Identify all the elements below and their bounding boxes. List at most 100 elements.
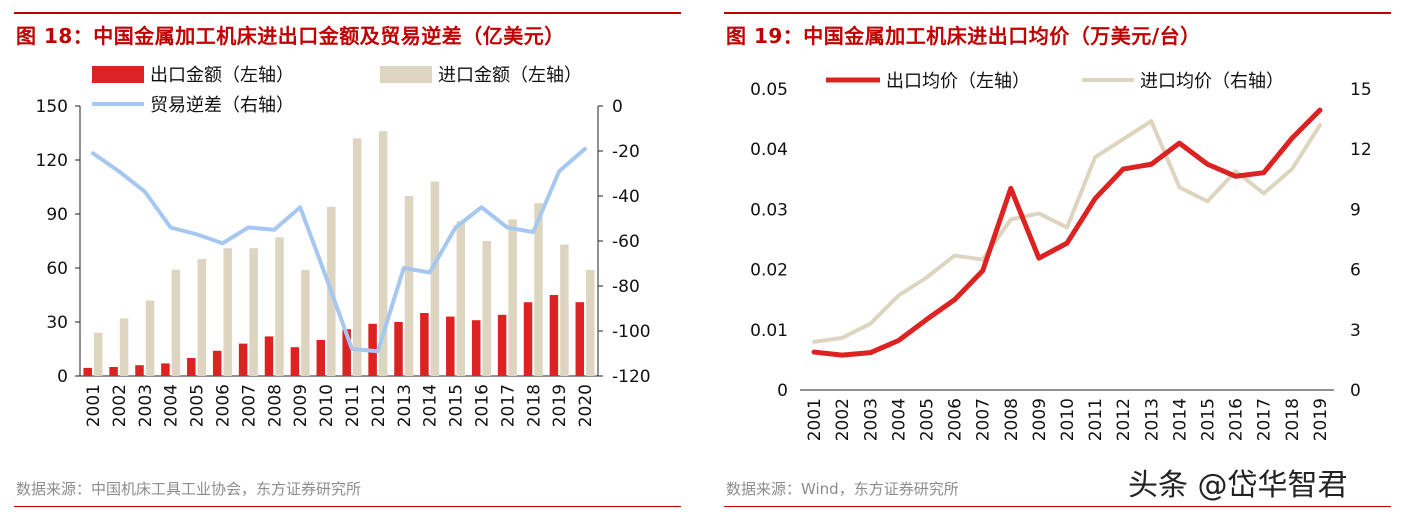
x-tick-label: 2018 [524,384,544,427]
export-bar [549,295,559,376]
import-bar [560,244,569,376]
import-bar [430,181,440,376]
bottom-rule [724,506,1391,507]
left-chart-svg: 0 30 60 90 120 150 -120 -100 -80 -60 -40 -20 0 2001 20… [36,65,651,427]
x-tick-label: 2011 [1086,398,1106,441]
x-tick-label: 2014 [421,384,441,427]
x-tick-label: 2005 [188,384,208,427]
left-y-tick-label: 120 [36,151,68,171]
x-tick-label: 2008 [1002,398,1022,441]
x-tick-label: 2020 [576,384,596,427]
export-price-line [811,107,1323,358]
export-bar [109,367,118,376]
deficit-line [90,146,588,354]
import-bar [404,196,414,376]
x-tick-label: 2007 [974,398,994,441]
left-chart-panel: 图 18：中国金属加工机床进出口金额及贸易逆差（亿美元） 0 30 60 90 120 1… [0,0,695,515]
export-bar [135,365,144,376]
import-bar [301,269,310,376]
x-tick-label: 2009 [1030,398,1050,441]
x-tick-label: 2010 [317,384,337,427]
import-bar [586,269,595,376]
left-y-tick-label: 0.04 [750,140,788,160]
x-tick-label: 2012 [369,384,389,427]
left-y-tick-label: 0.03 [750,200,788,220]
right-y-tick-label: -60 [612,232,640,252]
export-bar [187,358,196,376]
source-note: 数据来源：Wind，东方证券研究所 [726,480,959,498]
x-tick-label: 2003 [861,398,881,441]
x-tick-label: 2016 [1227,398,1247,441]
export-bar [420,313,429,376]
left-y-tick-label: 30 [46,313,68,333]
right-y-tick-label: -120 [612,367,651,387]
legend-import-label: 进口金额（左轴） [438,65,582,86]
import-bar [249,248,258,376]
right-y-tick-label: -40 [612,187,640,207]
right-y-tick-label: -20 [612,142,640,162]
right-y-tick-label: 15 [1350,80,1372,100]
x-tick-label: 2015 [447,384,467,427]
chart-title: 图 18：中国金属加工机床进出口金额及贸易逆差（亿美元） [16,24,565,48]
export-bar [342,329,351,376]
x-tick-label: 2018 [1283,398,1303,441]
export-bar [575,302,585,376]
export-bar [83,367,92,376]
legend-export-label: 出口金额（左轴） [150,65,294,86]
x-tick-label: 2007 [239,384,259,427]
right-y-tick-label: -100 [612,322,651,342]
import-bar [508,219,517,376]
x-tick-label: 2002 [110,384,130,427]
left-y-tick-label: 0 [777,381,788,401]
export-bar [446,316,455,376]
legend-import-swatch [380,66,432,83]
export-bar [161,363,170,376]
x-tick-label: 2014 [1170,398,1190,441]
x-tick-label: 2016 [472,384,492,427]
left-y-tick-label: 90 [46,205,68,225]
bottom-rule [14,506,681,507]
import-bar [378,131,388,376]
export-bar [523,302,533,376]
x-tick-label: 2001 [805,398,825,441]
import-bar [93,332,103,376]
top-rule [14,12,681,14]
x-tick-label: 2017 [1255,398,1275,441]
export-bar [497,314,507,376]
x-tick-label: 2013 [395,384,415,427]
x-tick-label: 2003 [136,384,156,427]
export-bar [316,340,326,376]
x-tick-label: 2004 [162,384,182,427]
import-price-line [812,119,1322,344]
right-y-tick-label: 3 [1350,321,1361,341]
export-bar [212,350,222,376]
x-tick-label: 2002 [833,398,853,441]
right-y-tick-label: 0 [612,97,623,117]
left-y-tick-label: 60 [46,259,68,279]
x-tick-label: 2019 [550,384,570,427]
x-tick-label: 2015 [1199,398,1219,441]
right-y-tick-label: 6 [1350,261,1361,281]
import-bar [119,318,129,376]
left-y-tick-label: 0 [57,367,68,387]
top-rule [724,12,1391,14]
left-y-tick-label: 0.01 [750,321,788,341]
x-tick-label: 2001 [84,384,104,427]
export-bar [471,320,481,376]
x-tick-label: 2008 [265,384,285,427]
import-bar [275,237,284,376]
import-bar [145,300,155,376]
right-y-tick-label: 9 [1350,200,1361,220]
left-y-tick-label: 150 [36,97,68,117]
x-tick-label: 2019 [1311,398,1331,441]
export-bar [290,347,300,376]
import-bar [197,259,207,376]
watermark: 头条 @岱华智君 [1128,468,1348,503]
export-bar [238,343,248,376]
x-tick-label: 2005 [917,398,937,441]
x-tick-label: 2011 [343,384,363,427]
import-bar [223,248,232,376]
right-y-tick-label: 0 [1350,381,1361,401]
import-bar [482,241,491,376]
import-bar [456,221,466,376]
